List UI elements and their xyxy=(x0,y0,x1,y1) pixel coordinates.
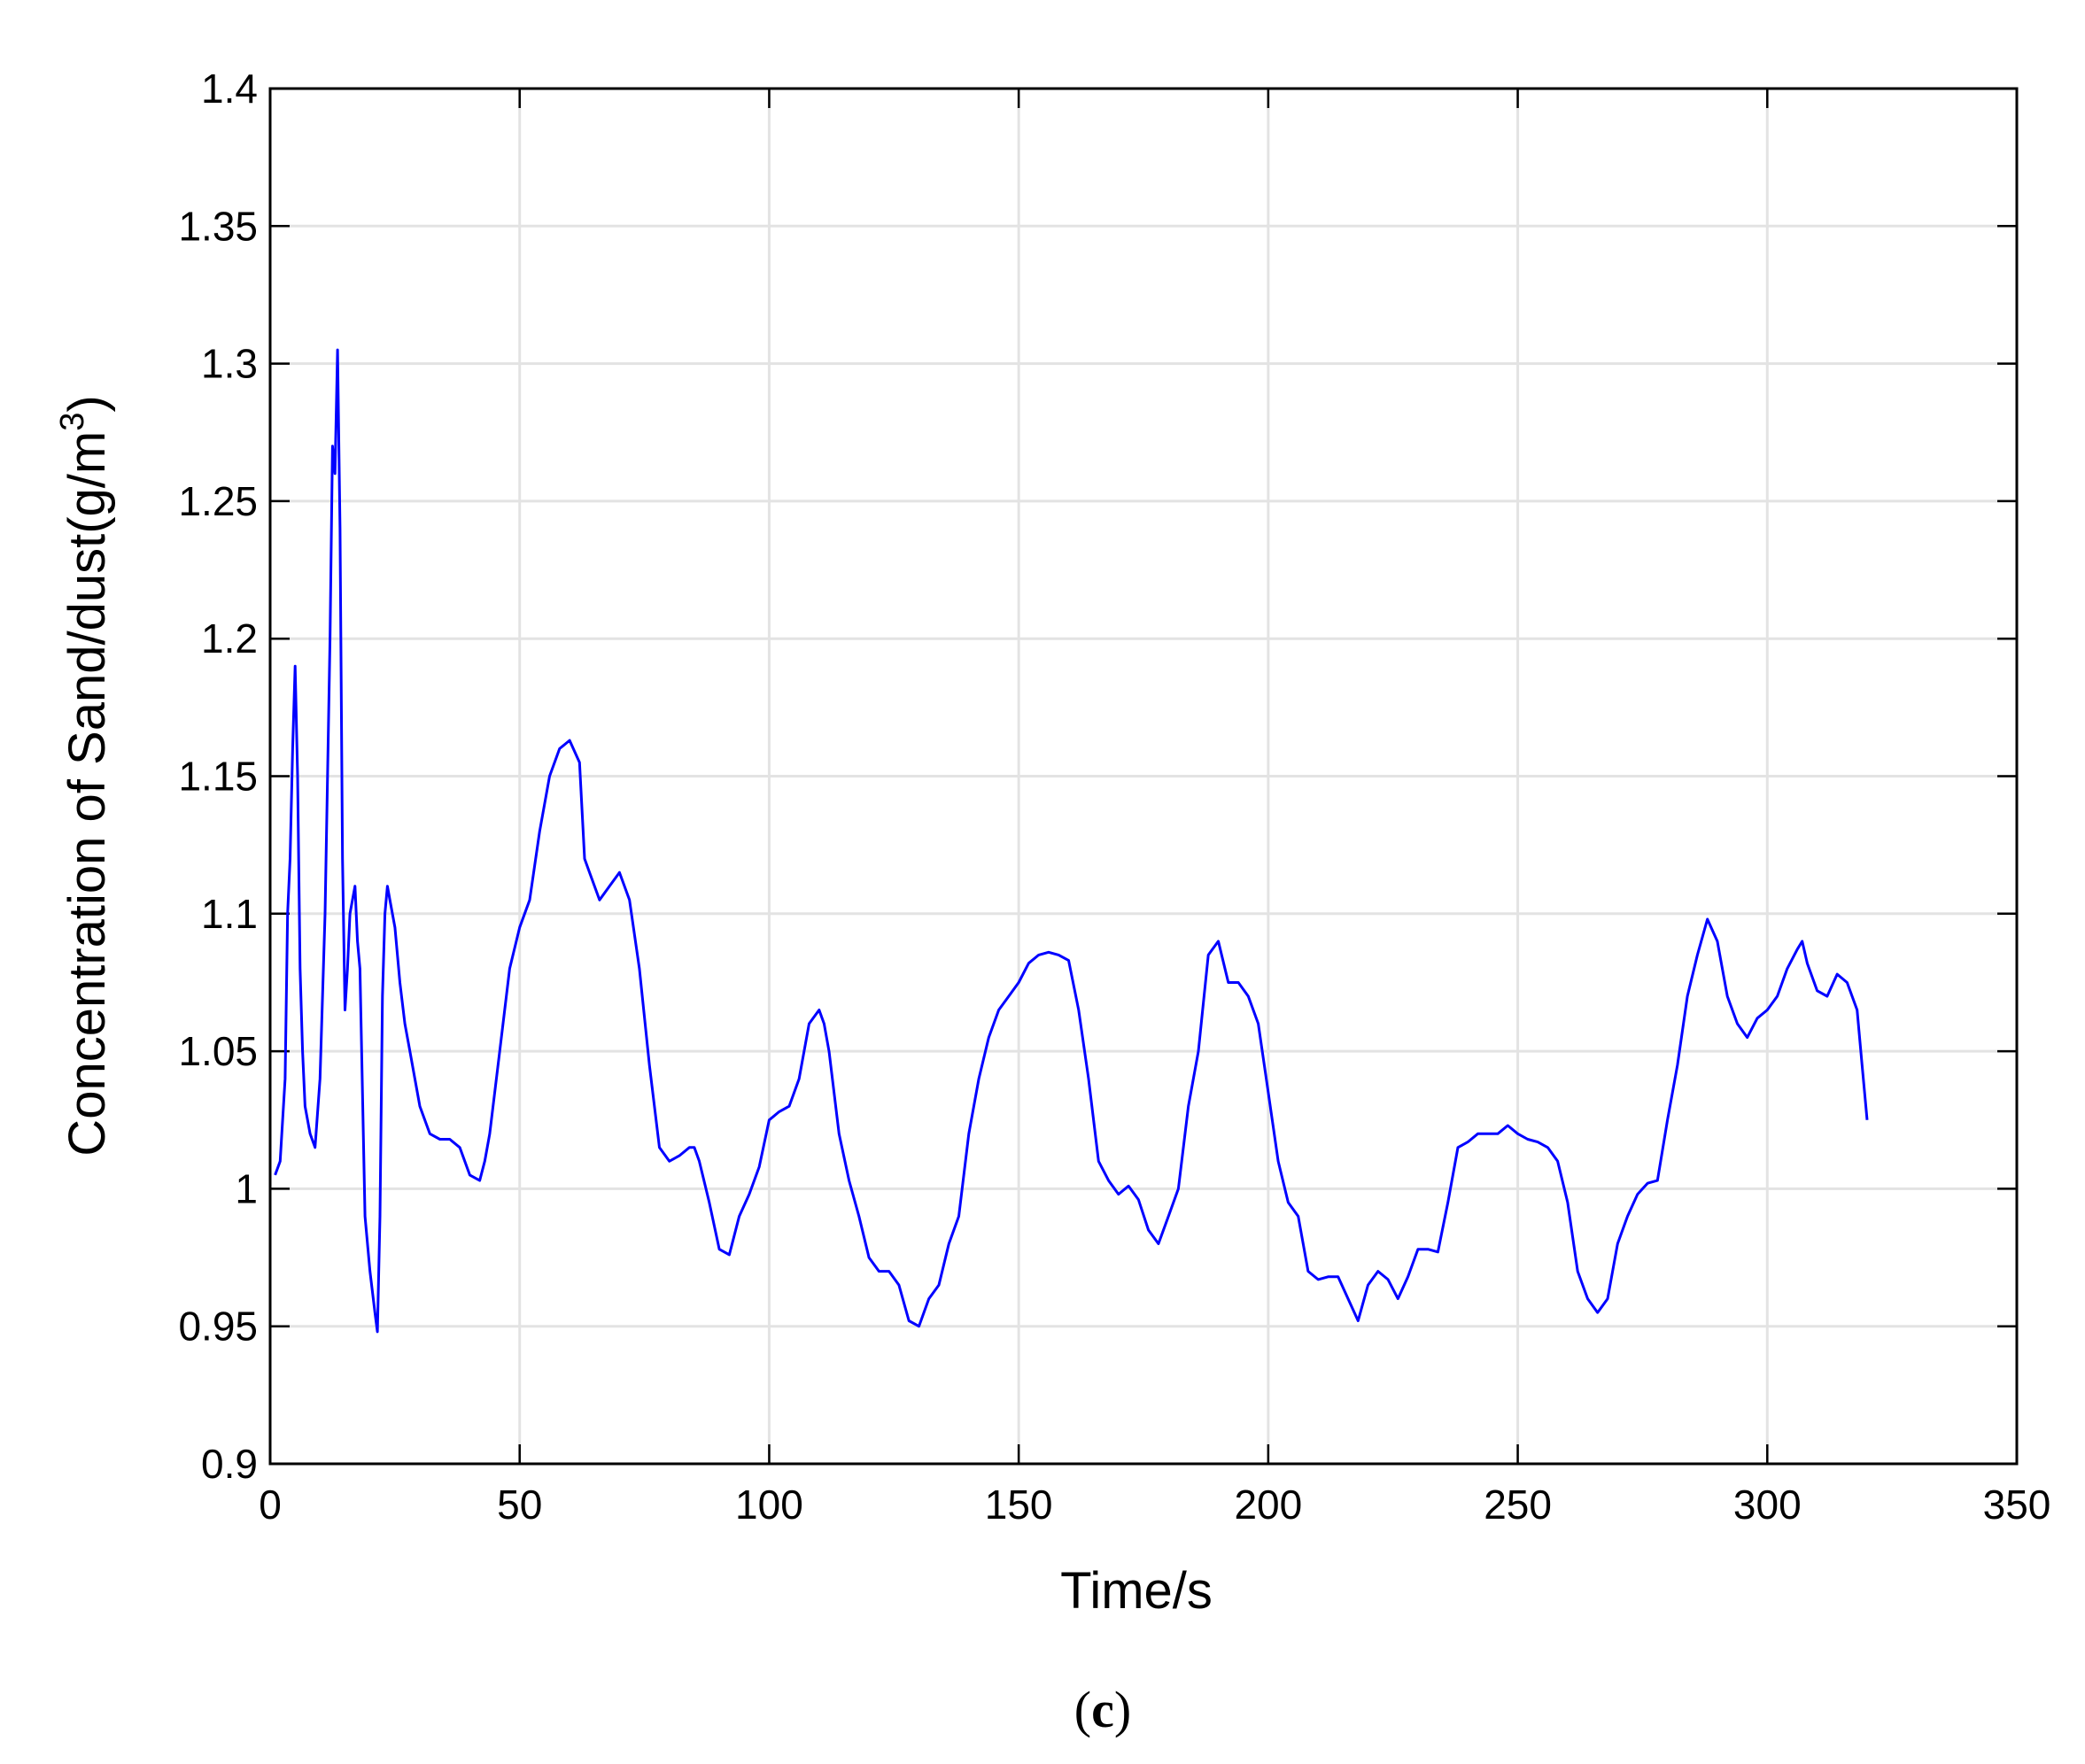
y-axis-tick-labels: 0.9 0.95 1 1.05 1.1 1.15 1.2 1.25 1.3 1.35 1.4 xyxy=(178,66,258,1487)
y-tick-label: 1.15 xyxy=(178,754,258,800)
figure-caption: (c) xyxy=(1074,1681,1131,1738)
x-axis-title: Time/s xyxy=(1060,1562,1213,1620)
y-tick-label: 1.3 xyxy=(201,341,258,387)
x-tick-label: 200 xyxy=(1234,1482,1302,1528)
x-tick-label: 100 xyxy=(735,1482,803,1528)
y-axis-title-superscript: 3 xyxy=(54,413,91,431)
caption-close-paren: ) xyxy=(1114,1681,1131,1738)
y-tick-label: 1.2 xyxy=(201,615,258,662)
grid xyxy=(270,89,2017,1464)
y-tick-label: 0.95 xyxy=(178,1304,258,1350)
y-tick-label: 1.35 xyxy=(178,203,258,249)
y-tick-label: 1.05 xyxy=(178,1028,258,1074)
x-tick-label: 50 xyxy=(497,1482,542,1528)
y-tick-label: 1.1 xyxy=(201,891,258,937)
concentration-series-line xyxy=(274,348,1869,1334)
y-axis-title-close: ) xyxy=(58,395,116,412)
axis-ticks xyxy=(268,87,2019,1466)
x-axis-tick-labels: 0 50 100 150 200 250 300 350 xyxy=(259,1482,2050,1528)
x-tick-label: 150 xyxy=(985,1482,1053,1528)
x-tick-label: 300 xyxy=(1733,1482,1802,1528)
caption-open-paren: ( xyxy=(1074,1681,1091,1738)
y-tick-label: 1.25 xyxy=(178,478,258,524)
x-tick-label: 350 xyxy=(1983,1482,2051,1528)
y-tick-label: 0.9 xyxy=(201,1441,258,1487)
caption-letter: c xyxy=(1091,1681,1114,1738)
x-tick-label: 250 xyxy=(1484,1482,1552,1528)
y-axis-title: Concentration of Sand/dust(g/m3) xyxy=(54,395,116,1156)
y-axis-title-main: Concentration of Sand/dust(g/m xyxy=(58,431,116,1157)
y-tick-label: 1 xyxy=(235,1165,258,1211)
x-tick-label: 0 xyxy=(259,1482,282,1528)
y-tick-label: 1.4 xyxy=(201,66,258,112)
